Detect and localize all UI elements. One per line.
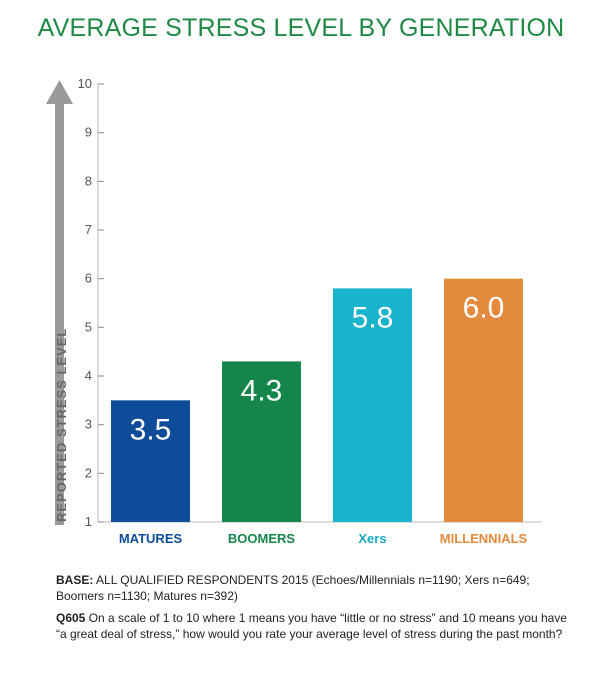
bar-value-label: 3.5 (130, 413, 172, 446)
bar-value-label: 6.0 (463, 292, 505, 325)
category-labels: MATURES BOOMERS Xers MILLENNIALS (119, 531, 528, 546)
category-label: BOOMERS (228, 531, 296, 546)
y-axis-ticks: 1 2 3 4 5 6 7 8 9 10 (78, 76, 104, 529)
y-axis-title: REPORTED STRESS LEVEL (54, 328, 69, 522)
y-tick-label: 7 (85, 222, 92, 237)
y-tick-label: 4 (85, 368, 92, 383)
category-label: MILLENNIALS (440, 531, 528, 546)
chart-title: AVERAGE STRESS LEVEL BY GENERATION (37, 14, 565, 42)
y-tick-label: 10 (78, 76, 92, 91)
bar (222, 361, 301, 522)
arrow-head (46, 80, 73, 104)
bar-value-label: 4.3 (241, 374, 283, 407)
arrow-shaft (55, 100, 64, 525)
question-text: On a scale of 1 to 10 where 1 means you … (56, 611, 567, 641)
y-tick-label: 2 (85, 465, 92, 480)
bars: 3.5 4.3 5.8 6.0 (111, 278, 523, 522)
bar (333, 288, 412, 522)
bar (111, 400, 190, 522)
bar (444, 278, 523, 522)
y-tick-label: 8 (85, 173, 92, 188)
base-text: ALL QUALIFIED RESPONDENTS 2015 (Echoes/M… (56, 573, 530, 603)
base-note: BASE: ALL QUALIFIED RESPONDENTS 2015 (Ec… (56, 572, 576, 604)
stress-bar-chart: REPORTED STRESS LEVEL 1 2 3 4 5 6 7 8 9 10 3.5 4.3… (46, 76, 542, 546)
base-label: BASE: (56, 573, 94, 587)
y-tick-label: 1 (85, 514, 92, 529)
y-tick-label: 6 (85, 271, 92, 286)
question-note: Q605 On a scale of 1 to 10 where 1 means… (56, 610, 576, 642)
y-tick-label: 3 (85, 417, 92, 432)
y-tick-label: 9 (85, 125, 92, 140)
y-tick-label: 5 (85, 319, 92, 334)
category-label: Xers (358, 531, 386, 546)
axis-arrow (46, 80, 73, 525)
question-label: Q605 (56, 611, 86, 625)
footnotes: BASE: ALL QUALIFIED RESPONDENTS 2015 (Ec… (56, 572, 576, 648)
bar-value-label: 5.8 (352, 301, 394, 334)
category-label: MATURES (119, 531, 183, 546)
